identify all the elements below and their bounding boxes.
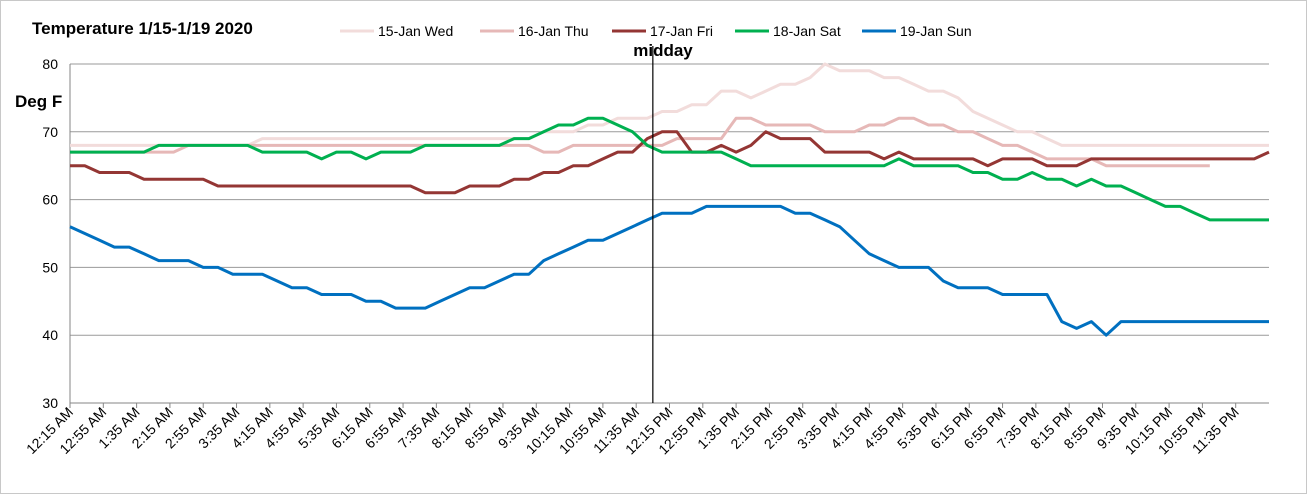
y-tick-label: 60 — [42, 192, 58, 208]
legend-label: 18-Jan Sat — [773, 23, 841, 39]
y-axis-label: Deg F — [15, 92, 62, 111]
legend-label: 17-Jan Fri — [650, 23, 713, 39]
legend-label: 15-Jan Wed — [378, 23, 453, 39]
series-lines — [69, 62, 1270, 337]
y-tick-label: 40 — [42, 327, 58, 343]
y-axis-ticks: 30 40 50 60 70 80 — [42, 56, 58, 411]
y-tick-label: 70 — [42, 124, 58, 140]
series-line-18-jan-sat — [70, 116, 1269, 222]
series-line-17-jan-fri — [70, 130, 1270, 195]
y-tick-label: 30 — [42, 395, 58, 411]
legend-label: 19-Jan Sun — [900, 23, 972, 39]
legend: 15-Jan Wed 16-Jan Thu 17-Jan Fri 18-Jan Sat… — [340, 23, 972, 39]
midday-annotation: midday — [633, 41, 693, 60]
y-tick-label: 80 — [42, 56, 58, 72]
chart-title: Temperature 1/15-1/19 2020 — [32, 19, 253, 38]
series-line-19-jan-sun — [69, 204, 1269, 337]
y-tick-label: 50 — [42, 259, 58, 275]
legend-label: 16-Jan Thu — [518, 23, 589, 39]
series-line-15-jan-wed — [70, 62, 1269, 147]
